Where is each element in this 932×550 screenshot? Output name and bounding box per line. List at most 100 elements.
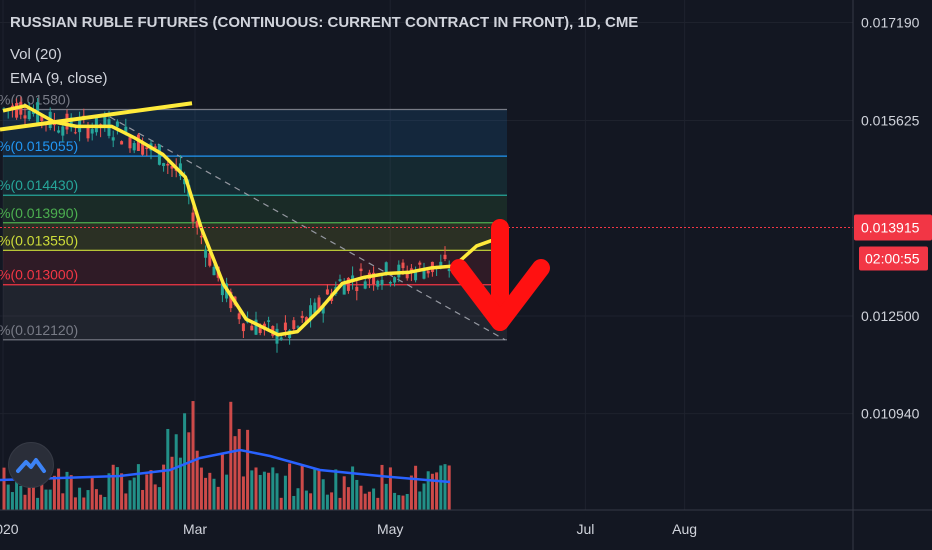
candle-body	[388, 282, 392, 284]
volume-bar	[132, 477, 136, 510]
candle-body	[69, 117, 73, 128]
ema-line[interactable]	[2, 104, 497, 337]
volume-bar	[414, 465, 418, 510]
candle-body	[128, 137, 132, 149]
candle-body	[90, 129, 94, 134]
fib-zone	[3, 222, 507, 251]
fib-zone	[3, 109, 507, 157]
volume-bar	[2, 467, 6, 510]
fib-level-label: %(0.01580)	[0, 92, 70, 108]
candle-body	[414, 270, 418, 281]
candle-body	[351, 275, 355, 282]
volume-bar	[250, 470, 254, 510]
volume-bar	[447, 465, 451, 510]
volume-bar	[149, 470, 153, 510]
volume-bar	[422, 483, 426, 510]
volume-bar	[300, 465, 304, 510]
volume-bar	[409, 475, 413, 510]
volume-bar	[355, 479, 359, 510]
user-trendline[interactable]	[0, 101, 193, 132]
candle-body	[439, 261, 443, 269]
candle-body	[363, 281, 367, 289]
volume-legend[interactable]: Vol (20)	[10, 46, 62, 63]
volume-bar	[321, 479, 325, 510]
volume-bar	[359, 485, 363, 510]
volume-bar	[351, 466, 355, 510]
fib-zone	[3, 156, 507, 196]
volume-bar	[145, 474, 149, 510]
candle-body	[86, 125, 90, 139]
volume-bar	[443, 464, 447, 510]
candle-body	[317, 297, 321, 312]
candle-body	[313, 302, 317, 313]
candle-body	[292, 320, 296, 330]
countdown-label: 02:00:55	[865, 250, 920, 266]
price-tick-label: 0.010940	[861, 406, 920, 422]
volume-bar	[397, 495, 401, 510]
candle-body	[23, 115, 27, 119]
volume-bar	[94, 489, 98, 510]
volume-bar	[99, 494, 103, 510]
candle-body	[61, 126, 65, 136]
volume-bar	[27, 484, 31, 510]
volume-bar	[334, 469, 338, 510]
candle-body	[166, 163, 170, 166]
volume-bar	[372, 488, 376, 510]
candle-body	[136, 134, 140, 151]
candle-body	[342, 282, 346, 295]
volume-bar	[10, 492, 14, 510]
volume-bar	[19, 485, 23, 510]
volume-bar	[296, 488, 300, 510]
tradingview-logo[interactable]	[8, 442, 54, 488]
volume-bar	[90, 476, 94, 510]
volume-bar	[279, 497, 283, 510]
candle-body	[73, 132, 77, 134]
volume-group	[2, 401, 451, 510]
volume-bar	[170, 456, 174, 510]
volume-bar	[183, 413, 187, 510]
candle-body	[145, 147, 149, 149]
candle-body	[241, 323, 245, 332]
candle-body	[204, 249, 208, 258]
last-price-label: 0.013915	[861, 219, 920, 235]
fib-level-label: %(0.012120)	[0, 322, 78, 338]
last-price-badge	[854, 214, 932, 241]
volume-bar	[435, 472, 439, 510]
chart-title[interactable]: RUSSIAN RUBLE FUTURES (CONTINUOUS: CURRE…	[10, 14, 639, 31]
candle-body	[254, 319, 258, 335]
ema-legend[interactable]: EMA (9, close)	[10, 70, 108, 87]
volume-bar	[65, 471, 69, 510]
down-arrow-icon[interactable]	[450, 219, 550, 331]
volume-bar	[15, 477, 19, 510]
candle-body	[338, 279, 342, 282]
volume-bar	[216, 486, 220, 510]
candle-body	[111, 137, 115, 141]
candle-body	[275, 328, 279, 344]
candle-body	[103, 117, 107, 128]
volume-bar	[426, 471, 430, 510]
volume-bar	[86, 490, 90, 510]
volume-bar	[162, 464, 166, 510]
volume-bar	[246, 429, 250, 510]
volume-bar	[439, 465, 443, 510]
candle-body	[401, 262, 405, 269]
volume-bar	[128, 480, 132, 510]
fib-zone	[3, 250, 507, 285]
candle-body	[309, 305, 313, 319]
candle-body	[325, 289, 329, 295]
volume-bar	[313, 468, 317, 510]
volume-bar	[309, 493, 313, 510]
candle-body	[212, 266, 216, 276]
candle-body	[120, 141, 124, 145]
volume-bar	[52, 475, 56, 510]
volume-bar	[120, 473, 124, 510]
candle-body	[115, 121, 119, 127]
candle-body	[426, 270, 430, 274]
volume-bar	[204, 477, 208, 510]
price-tick-label: 0.017190	[861, 15, 920, 31]
volume-bar	[136, 464, 140, 510]
volume-bar	[48, 489, 52, 510]
volume-bar	[237, 428, 241, 510]
